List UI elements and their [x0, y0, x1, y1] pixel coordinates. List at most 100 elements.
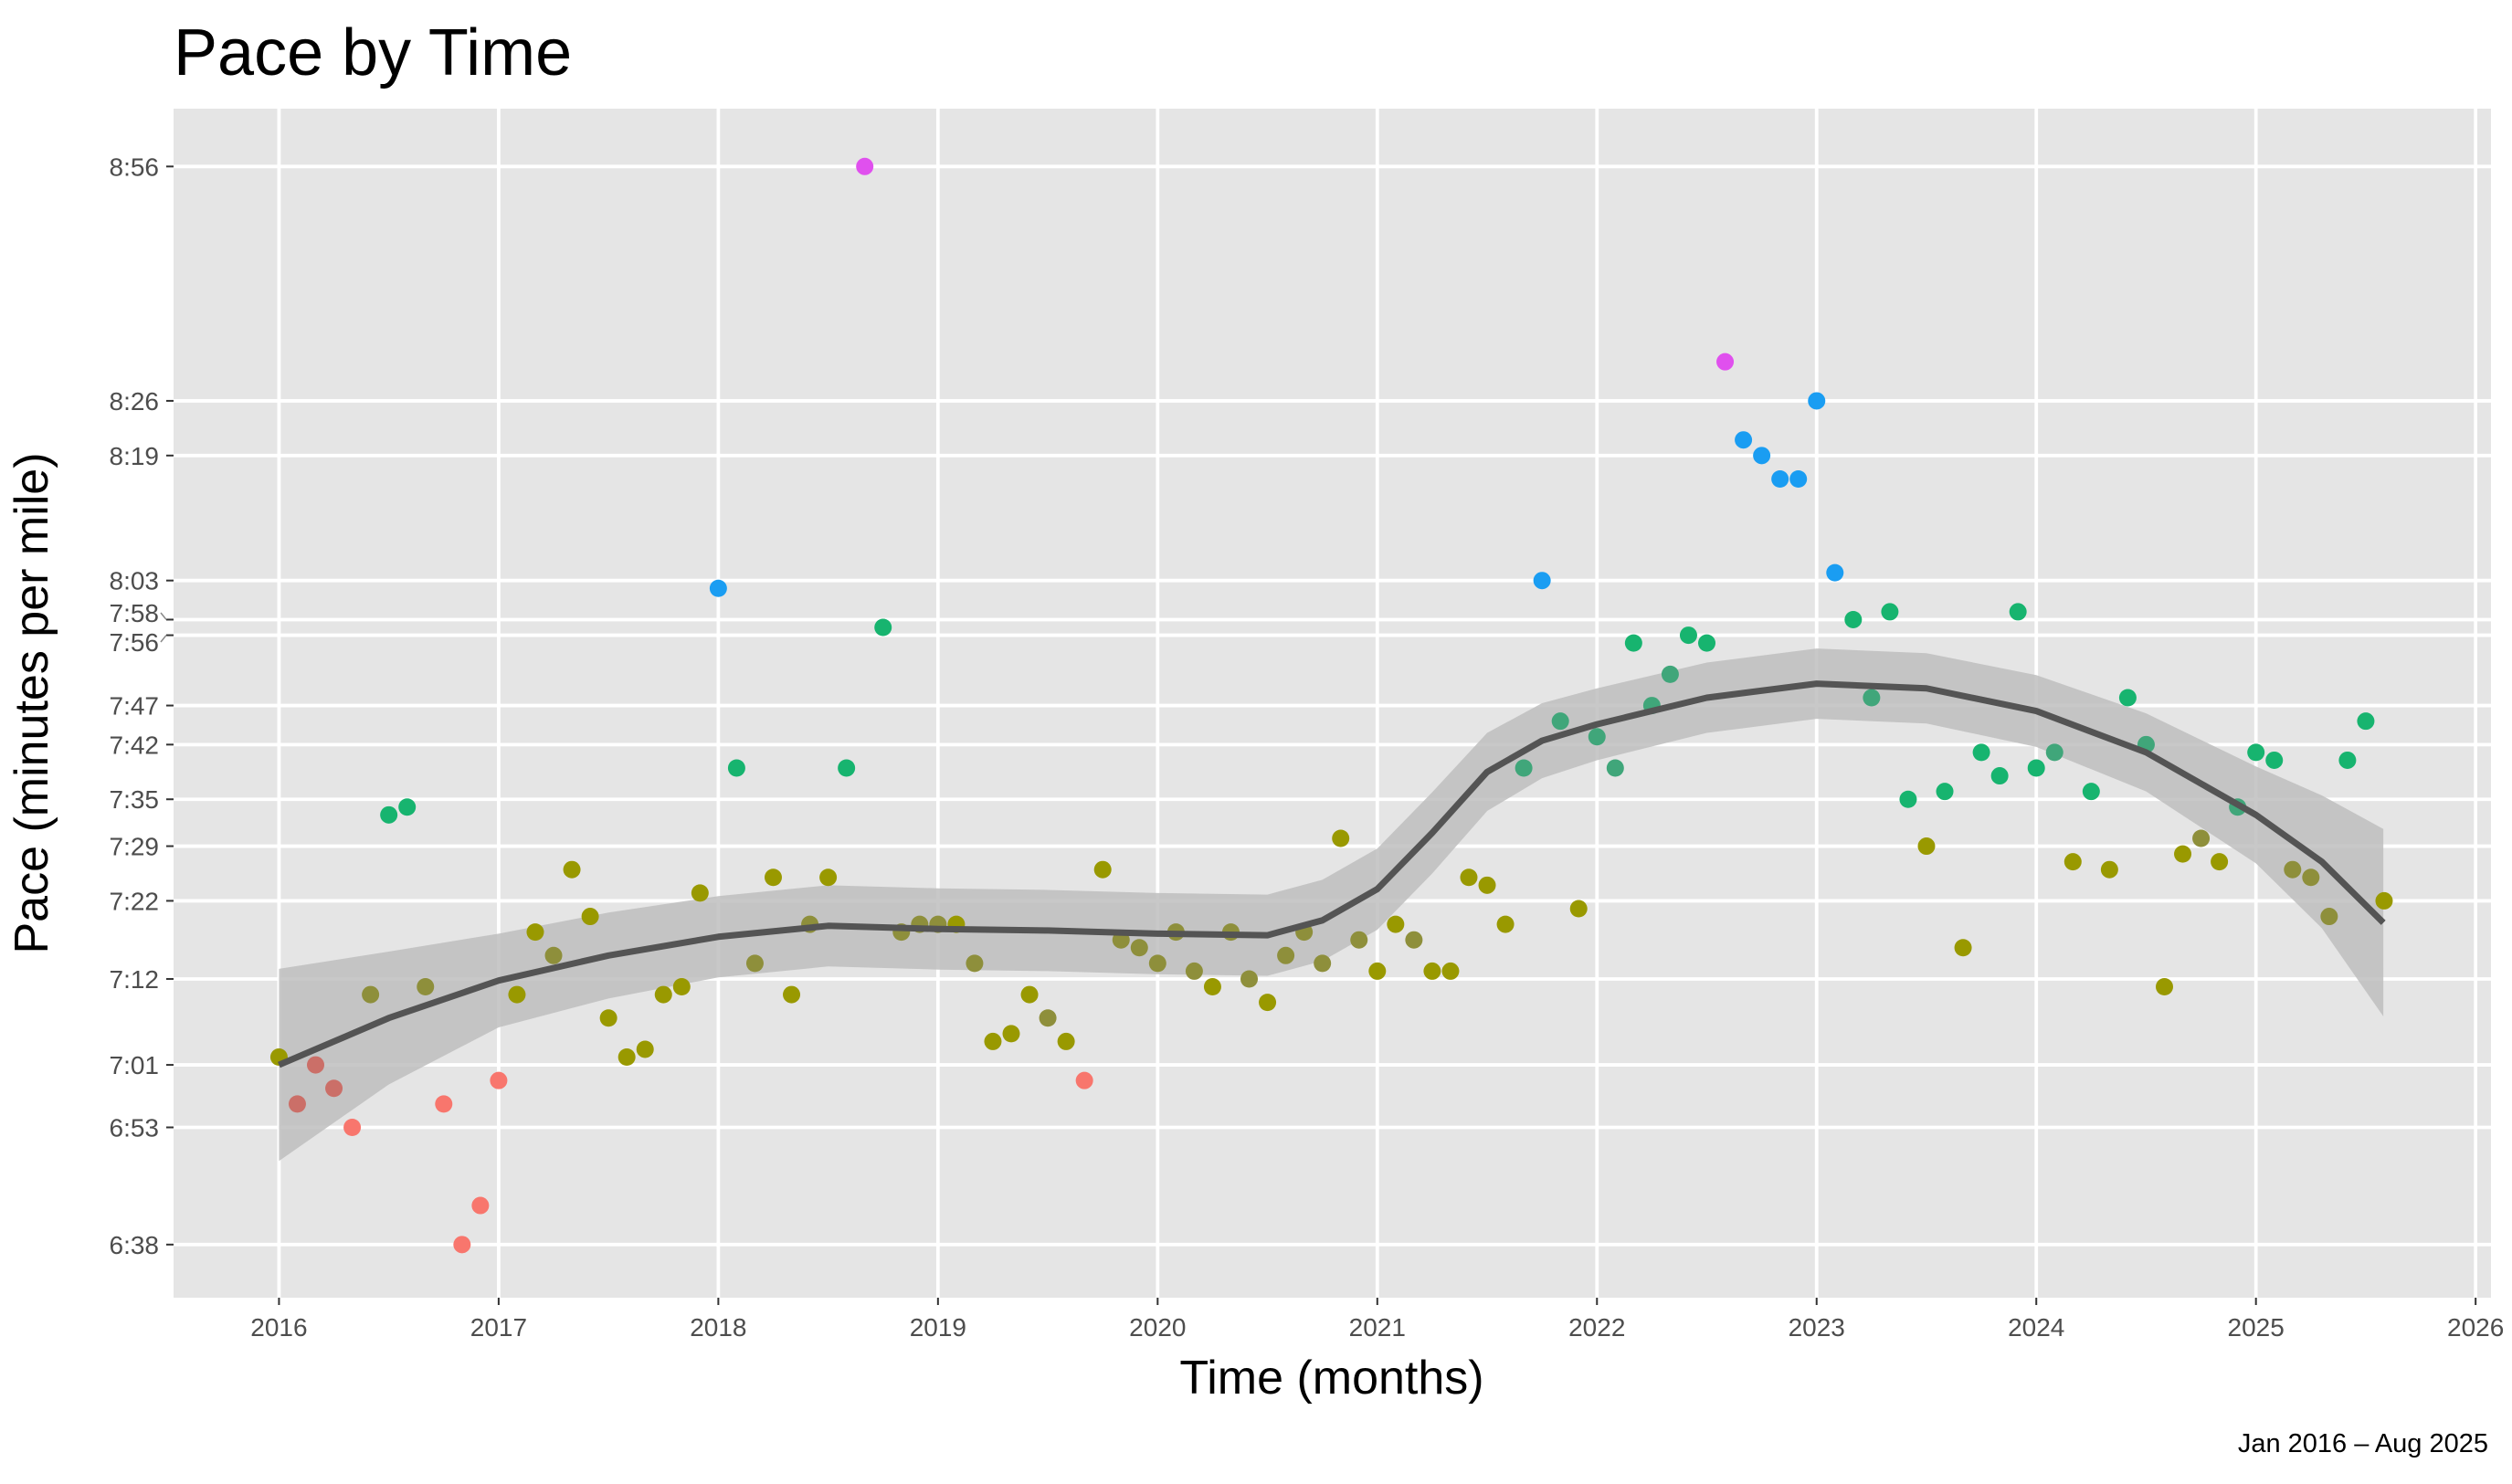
x-tick-label: 2016 — [250, 1313, 307, 1342]
data-point — [581, 908, 599, 926]
data-point — [1240, 970, 1259, 988]
data-point — [1789, 469, 1808, 488]
data-point — [362, 985, 380, 1004]
data-point — [1735, 431, 1753, 449]
data-point — [1496, 915, 1515, 933]
data-point — [1881, 603, 1899, 621]
data-point — [1057, 1032, 1075, 1050]
data-point — [654, 985, 672, 1004]
data-point — [2045, 743, 2063, 762]
y-tick-label: 7:58 — [110, 599, 160, 627]
x-tick-label: 2026 — [2447, 1313, 2504, 1342]
x-tick-label: 2018 — [690, 1313, 746, 1342]
data-point — [1808, 392, 1826, 410]
data-point — [1387, 915, 1405, 933]
data-point — [1936, 783, 1954, 801]
data-point — [1698, 634, 1716, 652]
y-tick-label: 7:35 — [110, 785, 160, 814]
y-axis-label: Pace (minutes per mile) — [5, 452, 58, 953]
data-point — [1917, 837, 1936, 856]
data-point — [417, 978, 435, 996]
data-point — [325, 1079, 343, 1098]
data-point — [1753, 447, 1771, 465]
data-point — [599, 1009, 617, 1027]
data-point — [1533, 572, 1551, 590]
data-point — [745, 954, 764, 973]
data-point — [2063, 853, 2082, 871]
gridlines — [174, 109, 2491, 1298]
data-point — [1002, 1025, 1020, 1043]
y-tick-label: 7:29 — [110, 833, 160, 861]
data-point — [636, 1040, 654, 1058]
data-point — [1844, 610, 1863, 628]
y-tick-label: 7:42 — [110, 731, 160, 759]
y-tick-label: 7:56 — [110, 628, 160, 657]
data-point — [819, 868, 838, 887]
y-tick-label: 7:12 — [110, 965, 160, 994]
data-point — [343, 1119, 362, 1137]
data-point — [1039, 1009, 1057, 1027]
y-tick-label: 8:19 — [110, 442, 160, 470]
data-point — [1350, 931, 1368, 949]
data-point — [1478, 876, 1496, 894]
y-tick-label: 7:47 — [110, 692, 160, 721]
y-tick-label: 7:01 — [110, 1051, 160, 1079]
x-tick-label: 2020 — [1129, 1313, 1186, 1342]
data-point — [490, 1071, 508, 1089]
data-point — [1405, 931, 1423, 949]
data-point — [1606, 759, 1624, 777]
plot-panel — [174, 109, 2491, 1298]
data-point — [2211, 853, 2229, 871]
data-point — [1569, 900, 1588, 918]
data-point — [1185, 962, 1203, 980]
y-tick-leader — [160, 612, 167, 620]
y-tick-label: 7:22 — [110, 887, 160, 915]
data-point — [691, 884, 709, 902]
x-tick-label: 2021 — [1349, 1313, 1406, 1342]
data-point — [2320, 908, 2338, 926]
data-point — [2357, 712, 2375, 731]
data-point — [1277, 946, 1295, 964]
data-point — [1990, 767, 2009, 785]
data-point — [2247, 743, 2265, 762]
data-point — [1423, 962, 1441, 980]
x-tick-label: 2019 — [910, 1313, 966, 1342]
data-point — [2338, 751, 2357, 769]
data-point — [2100, 860, 2118, 879]
data-point — [1972, 743, 1990, 762]
data-point — [398, 798, 417, 816]
data-point — [563, 860, 581, 879]
x-tick-label: 2025 — [2228, 1313, 2285, 1342]
data-point — [727, 759, 745, 777]
y-tick-label: 6:38 — [110, 1231, 160, 1259]
x-axis-label: Time (months) — [1179, 1352, 1483, 1405]
data-point — [966, 954, 984, 973]
y-tick-label: 8:26 — [110, 387, 160, 416]
data-point — [1441, 962, 1460, 980]
data-point — [1661, 665, 1679, 683]
data-point — [307, 1056, 325, 1074]
x-axis-ticks: 2016 2017 2018 2019 2020 2021 2022 2023 2024 2025… — [250, 1298, 2504, 1342]
data-point — [672, 978, 691, 996]
confidence-band-area — [279, 648, 2384, 1162]
smooth-trend-line — [278, 680, 2386, 1068]
data-point — [1954, 939, 1972, 957]
data-point — [544, 946, 563, 964]
data-point — [1515, 759, 1533, 777]
data-point — [2155, 978, 2173, 996]
data-point — [874, 618, 892, 637]
data-point — [2009, 603, 2027, 621]
data-point — [1148, 954, 1166, 973]
confidence-band — [279, 648, 2384, 1162]
x-tick-label: 2024 — [2008, 1313, 2064, 1342]
data-point — [453, 1236, 471, 1254]
data-point — [617, 1048, 636, 1067]
data-point — [2027, 759, 2045, 777]
data-point — [508, 985, 526, 1004]
y-tick-leader — [160, 635, 167, 643]
data-point — [1624, 634, 1642, 652]
data-point — [1314, 954, 1332, 973]
data-point — [2082, 783, 2100, 801]
data-point — [1075, 1071, 1093, 1089]
data-point — [1863, 689, 1881, 707]
